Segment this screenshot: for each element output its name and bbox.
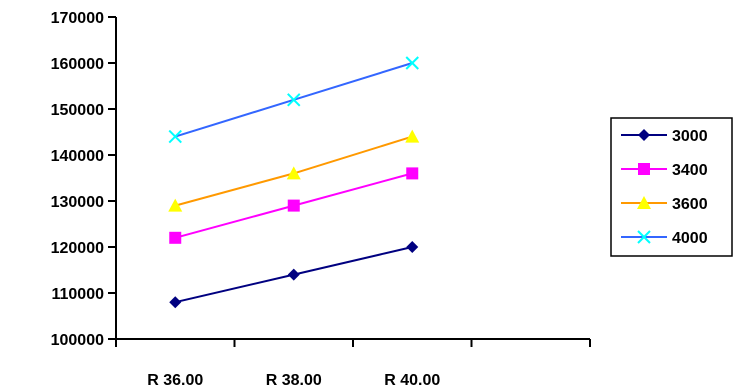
series-3600: [168, 129, 420, 212]
y-tick-label: 150000: [51, 102, 104, 119]
y-tick-label: 110000: [51, 286, 104, 303]
series-3000: [169, 241, 419, 309]
legend-label: 3000: [672, 128, 708, 145]
x-tick-label: R 38.00: [266, 372, 322, 389]
data-point: [406, 241, 419, 253]
y-tick-label: 120000: [51, 240, 104, 257]
legend-marker: [637, 230, 651, 244]
data-point: [406, 167, 419, 180]
data-point: [168, 198, 183, 212]
y-tick-label: 130000: [51, 194, 104, 211]
legend-item-3600: 3600: [621, 196, 708, 213]
legend-marker: [637, 196, 651, 209]
series-4000: [168, 56, 419, 144]
y-tick-label: 100000: [51, 332, 104, 349]
y-tick-label: 170000: [51, 10, 104, 27]
legend-item-4000: 4000: [621, 230, 708, 247]
legend: 3000 3400 3600 4000: [610, 117, 733, 257]
data-point: [168, 129, 182, 144]
data-point: [169, 296, 182, 309]
y-tick-label: 160000: [51, 56, 104, 73]
series-layer: [168, 56, 420, 309]
legend-item-3000: 3000: [621, 128, 708, 145]
legend-label: 4000: [672, 230, 708, 247]
legend-item-3400: 3400: [621, 162, 708, 179]
data-point: [287, 268, 300, 281]
y-axis-ticks: 100000 110000 120000 130000 140000 150000 1600…: [51, 10, 116, 349]
data-point: [169, 231, 182, 244]
x-axis-ticks: R 36.00 R 38.00 R 40.00: [115, 339, 591, 389]
data-point: [405, 56, 419, 70]
data-point: [405, 129, 420, 143]
series-3400: [169, 167, 419, 244]
data-point: [287, 93, 301, 107]
legend-marker: [638, 129, 650, 141]
legend-box: [610, 117, 733, 257]
legend-marker: [638, 163, 650, 175]
legend-label: 3400: [672, 162, 708, 179]
x-tick-label: R 40.00: [384, 372, 440, 389]
legend-label: 3600: [672, 196, 708, 213]
data-point: [287, 199, 300, 212]
x-tick-label: R 36.00: [147, 372, 203, 389]
data-point: [286, 166, 301, 180]
y-tick-label: 140000: [51, 148, 104, 165]
